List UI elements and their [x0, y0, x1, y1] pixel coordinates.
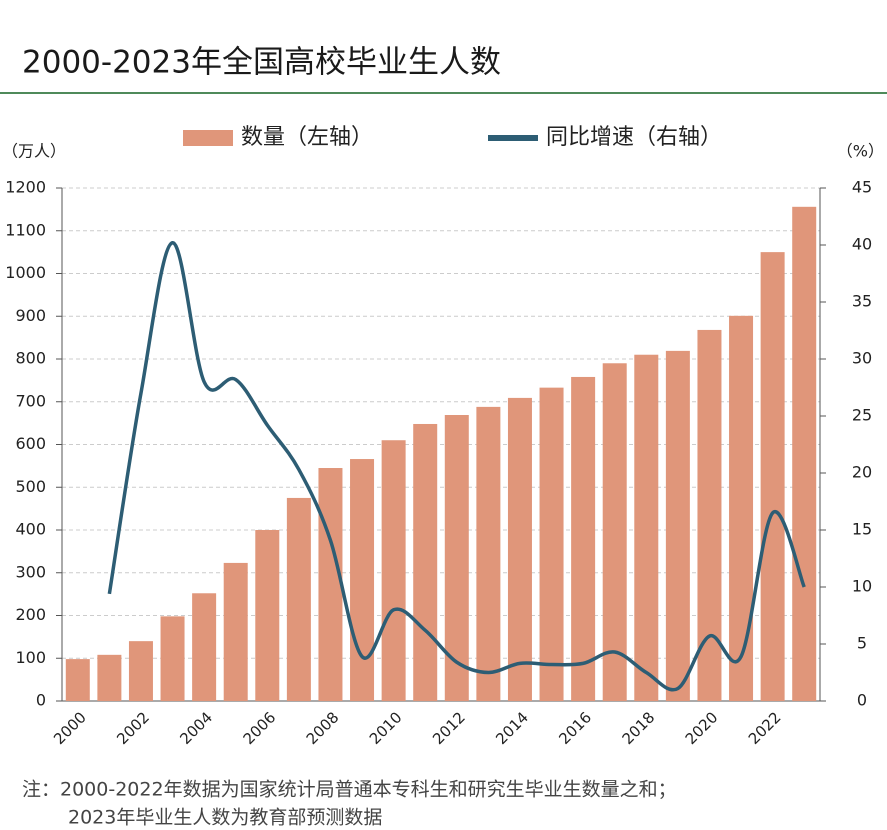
- bar: [476, 406, 501, 701]
- bar: [539, 387, 564, 701]
- legend-label: 同比增速（右轴）: [546, 125, 722, 150]
- y2-tick-label: 25: [852, 406, 872, 425]
- y-tick-label: 600: [15, 434, 46, 453]
- bar: [318, 468, 343, 701]
- bar: [381, 440, 406, 701]
- bar: [665, 350, 690, 701]
- x-tick-label: 2016: [555, 708, 595, 748]
- y-tick-label: 900: [15, 306, 46, 325]
- y-tick-label: 200: [15, 605, 46, 624]
- x-tick-label: 2010: [366, 708, 406, 748]
- x-tick-label: 2014: [492, 708, 532, 748]
- x-tick-label: 2006: [240, 708, 280, 748]
- y-tick-label: 0: [36, 691, 46, 710]
- y-tick-label: 800: [15, 349, 46, 368]
- bar: [223, 562, 248, 701]
- y-tick-label: 1200: [5, 178, 46, 197]
- bar: [571, 376, 596, 701]
- bar: [97, 654, 122, 701]
- line: [107, 240, 806, 692]
- y2-tick-label: 40: [852, 235, 872, 254]
- bar: [507, 397, 532, 701]
- y-tick-label: 500: [15, 477, 46, 496]
- bar: [760, 252, 785, 701]
- y2-tick-label: 0: [857, 691, 867, 710]
- bar: [350, 459, 375, 701]
- bar: [602, 363, 627, 701]
- y-tick-label: 1100: [5, 220, 46, 239]
- x-tick-label: 2008: [303, 708, 343, 748]
- bar: [444, 415, 469, 701]
- y2-axis-label: （%）: [837, 142, 884, 161]
- x-tick-label: 2022: [745, 708, 785, 748]
- note: 2023年毕业生人数为教育部预测数据: [68, 807, 382, 829]
- bar: [192, 593, 217, 701]
- x-tick-label: 2002: [113, 708, 153, 748]
- y2-tick-label: 20: [852, 463, 872, 482]
- y2-tick-label: 30: [852, 349, 872, 368]
- note: 注：2000-2022年数据为国家统计局普通本专科生和研究生毕业生数量之和；: [22, 779, 677, 801]
- x-tick-label: 2012: [429, 708, 469, 748]
- chart-title: 2000-2023年全国高校毕业生人数: [22, 45, 501, 81]
- y-tick-label: 700: [15, 391, 46, 410]
- x-tick-label: 2020: [682, 708, 722, 748]
- y-axis-label: （万人）: [2, 142, 66, 161]
- y2-tick-label: 45: [852, 178, 872, 197]
- y2-tick-label: 35: [852, 292, 872, 311]
- legend-label: 数量（左轴）: [241, 125, 373, 150]
- bar: [160, 616, 185, 701]
- y-tick-label: 400: [15, 520, 46, 539]
- bar: [65, 659, 90, 701]
- bar: [255, 530, 280, 701]
- x-tick-label: 2000: [50, 708, 90, 748]
- y-tick-label: 300: [15, 562, 46, 581]
- bar: [128, 641, 153, 701]
- bar: [413, 423, 438, 701]
- y-tick-label: 1000: [5, 263, 46, 282]
- y2-tick-label: 15: [852, 520, 872, 539]
- bar: [634, 354, 659, 701]
- y-tick-label: 100: [15, 648, 46, 667]
- y2-tick-label: 5: [857, 634, 867, 653]
- x-tick-label: 2018: [619, 708, 659, 748]
- bar: [792, 206, 817, 701]
- y2-tick-label: 10: [852, 577, 872, 596]
- x-tick-label: 2004: [176, 708, 216, 748]
- bar: [286, 497, 311, 701]
- bar: [729, 315, 754, 701]
- legend-swatch: [183, 130, 233, 146]
